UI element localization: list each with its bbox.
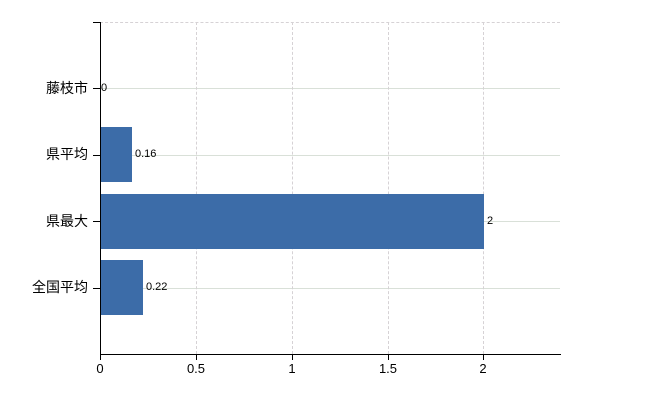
value-label: 2 xyxy=(487,215,494,227)
value-label: 0 xyxy=(101,82,108,94)
y-tick xyxy=(93,221,100,222)
x-tick-label: 2 xyxy=(479,361,487,376)
value-label: 0.22 xyxy=(146,281,168,293)
x-tick xyxy=(100,354,101,360)
x-tick-label: 1.5 xyxy=(378,361,398,376)
category-label: 県最大 xyxy=(46,213,88,229)
bar xyxy=(101,127,132,182)
x-tick xyxy=(388,354,389,360)
h-gridline xyxy=(100,155,560,156)
v-gridline xyxy=(483,22,484,354)
category-label: 全国平均 xyxy=(32,279,88,295)
x-tick-label: 1 xyxy=(288,361,296,376)
x-tick xyxy=(483,354,484,360)
category-label: 藤枝市 xyxy=(46,80,88,96)
v-gridline xyxy=(292,22,293,354)
y-axis-end-tick xyxy=(93,22,100,23)
bar xyxy=(101,194,484,249)
y-tick xyxy=(93,288,100,289)
value-label: 0.16 xyxy=(135,148,157,160)
y-tick xyxy=(93,88,100,89)
v-gridline xyxy=(196,22,197,354)
x-tick-label: 0 xyxy=(96,361,104,376)
y-axis-line xyxy=(100,22,101,355)
x-tick xyxy=(196,354,197,360)
x-tick xyxy=(292,354,293,360)
v-gridline xyxy=(388,22,389,354)
category-label: 県平均 xyxy=(46,146,88,162)
bar xyxy=(101,260,143,315)
h-gridline xyxy=(100,88,560,89)
x-tick-label: 0.5 xyxy=(186,361,206,376)
h-gridline xyxy=(100,288,560,289)
plot-top-border xyxy=(100,22,560,23)
y-tick xyxy=(93,155,100,156)
x-axis-line xyxy=(100,354,561,355)
